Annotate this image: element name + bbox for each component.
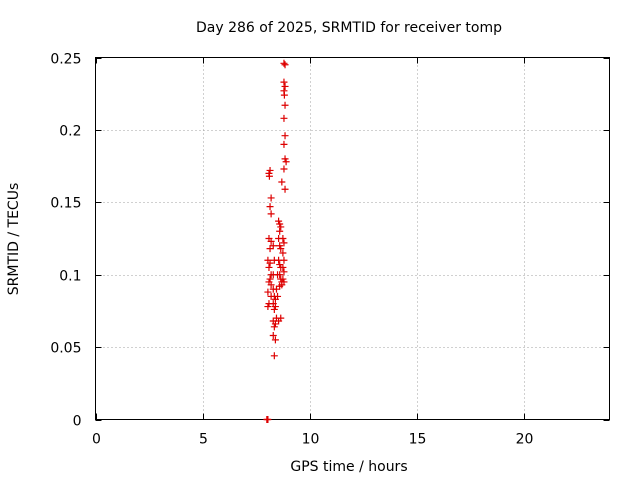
chart-title: Day 286 of 2025, SRMTID for receiver tom… xyxy=(196,20,502,36)
grid xyxy=(95,57,610,420)
data-point xyxy=(281,82,289,90)
data-point xyxy=(264,303,272,311)
data-points xyxy=(263,59,290,423)
y-tick-label: 0.05 xyxy=(50,341,81,357)
data-point xyxy=(271,336,279,344)
data-point xyxy=(280,59,288,67)
data-point xyxy=(266,166,274,174)
x-tick-label: 5 xyxy=(199,432,208,448)
data-point xyxy=(278,281,286,289)
data-point xyxy=(267,194,275,202)
data-point xyxy=(270,305,278,313)
x-tick-labels: 0 5 10 15 20 xyxy=(92,432,533,448)
data-point xyxy=(282,158,290,166)
data-point xyxy=(265,172,273,180)
data-point xyxy=(279,263,287,271)
data-point xyxy=(276,271,284,279)
data-point xyxy=(267,237,275,245)
y-tick-label: 0.25 xyxy=(50,52,81,68)
x-tick-label: 15 xyxy=(409,432,427,448)
data-point xyxy=(266,203,274,211)
data-point xyxy=(267,210,275,218)
y-tick-label: 0.1 xyxy=(59,269,81,285)
data-point xyxy=(277,223,285,231)
data-point xyxy=(264,416,272,423)
data-point xyxy=(276,227,284,235)
data-point xyxy=(277,245,285,253)
y-tick-label: 0.15 xyxy=(50,196,81,212)
y-axis-label: SRMTID / TECUs xyxy=(6,183,22,296)
plot-frame xyxy=(95,57,610,420)
data-point xyxy=(279,235,287,242)
data-point xyxy=(274,292,282,300)
data-point xyxy=(280,91,288,99)
data-point xyxy=(280,114,288,122)
data-point xyxy=(281,185,289,193)
data-point xyxy=(281,61,289,69)
axis-ticks xyxy=(95,57,610,421)
data-point xyxy=(264,288,272,296)
data-point xyxy=(279,249,287,257)
x-axis-label: GPS time / hours xyxy=(290,459,407,475)
data-point xyxy=(280,78,288,86)
data-point xyxy=(270,352,278,360)
data-point xyxy=(280,165,288,173)
x-tick-label: 10 xyxy=(302,432,320,448)
data-point xyxy=(269,242,277,250)
data-point xyxy=(269,332,277,340)
y-tick-labels: 0 0.05 0.1 0.15 0.2 0.25 xyxy=(50,52,81,430)
data-point xyxy=(280,239,288,247)
data-point xyxy=(278,178,286,186)
x-tick-label: 0 xyxy=(92,432,101,448)
data-point xyxy=(281,132,289,140)
data-point xyxy=(281,101,289,109)
y-tick-label: 0 xyxy=(73,414,82,430)
data-point xyxy=(275,317,283,325)
y-tick-label: 0.2 xyxy=(59,124,81,140)
data-point xyxy=(267,281,275,289)
data-point xyxy=(280,256,288,264)
data-point xyxy=(266,259,274,267)
data-point xyxy=(280,140,288,148)
data-point xyxy=(270,323,278,331)
x-tick-label: 20 xyxy=(516,432,534,448)
data-point xyxy=(265,263,273,271)
data-point xyxy=(280,268,288,276)
